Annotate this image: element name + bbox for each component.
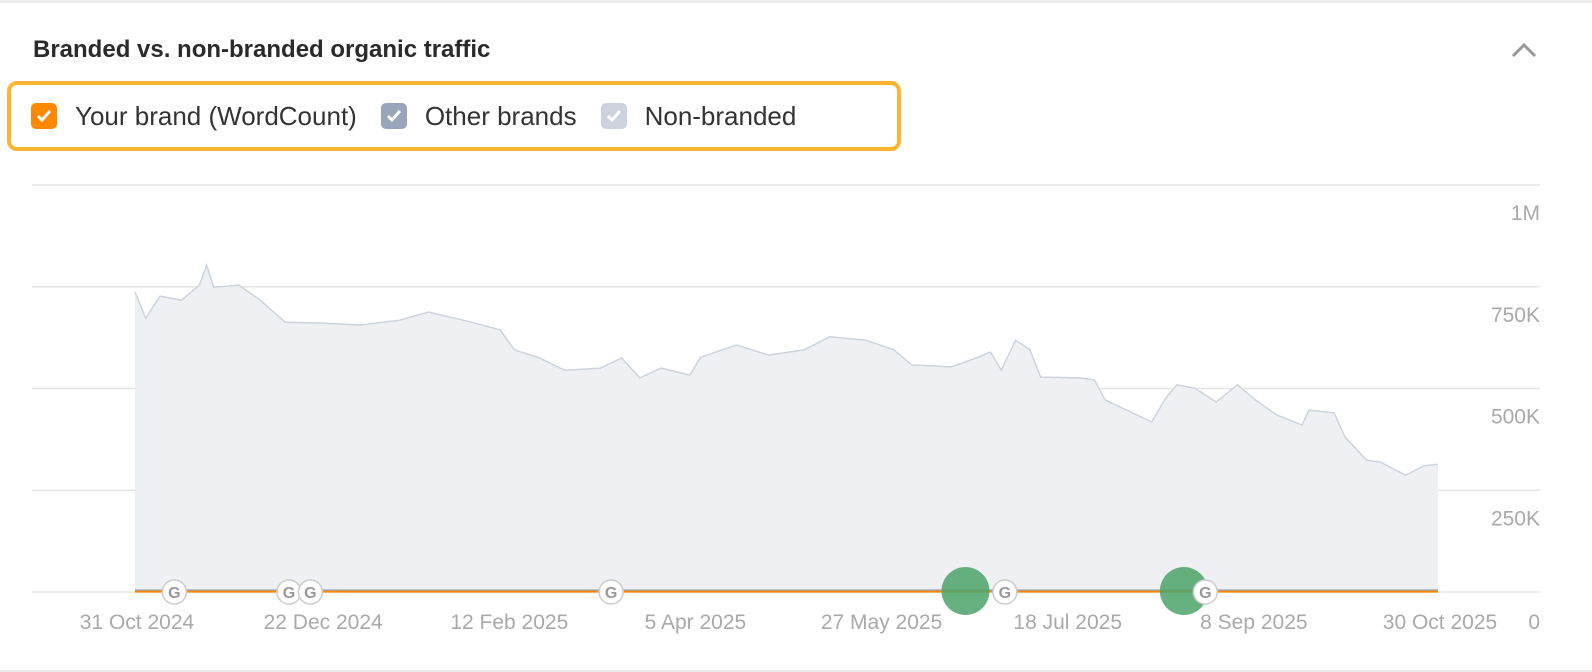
legend-item-non-branded[interactable]: Non-branded bbox=[600, 100, 797, 132]
google-update-marker[interactable]: G bbox=[598, 579, 624, 605]
google-update-marker[interactable]: G bbox=[1192, 579, 1219, 605]
y-tick-label: 500K bbox=[1491, 406, 1540, 429]
y-tick-label: 750K bbox=[1491, 304, 1540, 327]
y-tick-label: 250K bbox=[1491, 507, 1540, 530]
legend-label: Non-branded bbox=[644, 100, 797, 131]
y-tick-label: 1M bbox=[1511, 202, 1540, 225]
x-tick-label: 12 Feb 2025 bbox=[450, 611, 568, 634]
legend-item-your-brand-wordcount[interactable]: Your brand (WordCount) bbox=[31, 101, 357, 132]
check-icon bbox=[386, 110, 401, 123]
legend-label: Other brands bbox=[424, 100, 577, 131]
google-update-marker[interactable]: G bbox=[992, 579, 1018, 605]
google-g-icon: G bbox=[168, 585, 180, 602]
x-tick-label: 27 May 2025 bbox=[821, 611, 942, 634]
google-g-icon: G bbox=[605, 585, 617, 602]
legend-filter: Your brand (WordCount) Other brands Non-br… bbox=[7, 81, 901, 151]
google-update-marker[interactable]: G bbox=[161, 579, 188, 605]
check-icon bbox=[606, 110, 621, 123]
x-tick-label: 30 Oct 2025 bbox=[1383, 611, 1497, 634]
legend-item-other-brands[interactable]: Other brands bbox=[380, 100, 577, 132]
divider bbox=[0, 0, 1592, 3]
marker-circle bbox=[161, 579, 188, 605]
x-tick-label: 8 Sep 2025 bbox=[1200, 611, 1307, 634]
google-g-icon: G bbox=[1199, 585, 1211, 602]
checkbox[interactable] bbox=[600, 103, 627, 129]
event-marker bbox=[1159, 567, 1208, 615]
google-g-icon: G bbox=[304, 585, 316, 602]
card-title: Branded vs. non-branded organic traffic bbox=[33, 36, 491, 63]
legend-label: Your brand (WordCount) bbox=[75, 100, 357, 131]
marker-circle bbox=[1192, 579, 1219, 605]
divider bbox=[0, 670, 1592, 672]
non-branded-line bbox=[134, 262, 1439, 477]
y-tick-label: 0 bbox=[1528, 611, 1540, 634]
checkbox[interactable] bbox=[380, 103, 407, 129]
google-g-icon: G bbox=[283, 585, 295, 602]
collapse-button[interactable] bbox=[1510, 38, 1538, 62]
check-icon bbox=[36, 110, 52, 123]
x-tick-label: 18 Jul 2025 bbox=[1013, 611, 1122, 634]
x-tick-label: 22 Dec 2024 bbox=[264, 611, 383, 634]
marker-circle bbox=[598, 579, 624, 605]
google-g-icon: G bbox=[999, 585, 1011, 602]
event-marker bbox=[941, 567, 990, 615]
marker-circle bbox=[992, 579, 1018, 605]
google-update-marker[interactable]: G bbox=[297, 579, 324, 605]
checkbox[interactable] bbox=[31, 103, 57, 129]
x-tick-label: 31 Oct 2024 bbox=[80, 611, 195, 634]
x-tick-label: 5 Apr 2025 bbox=[645, 611, 747, 634]
google-update-marker[interactable]: G bbox=[276, 579, 302, 605]
chevron-up-icon bbox=[1511, 42, 1537, 58]
marker-circle bbox=[297, 579, 324, 605]
non-branded-area bbox=[135, 265, 1438, 592]
